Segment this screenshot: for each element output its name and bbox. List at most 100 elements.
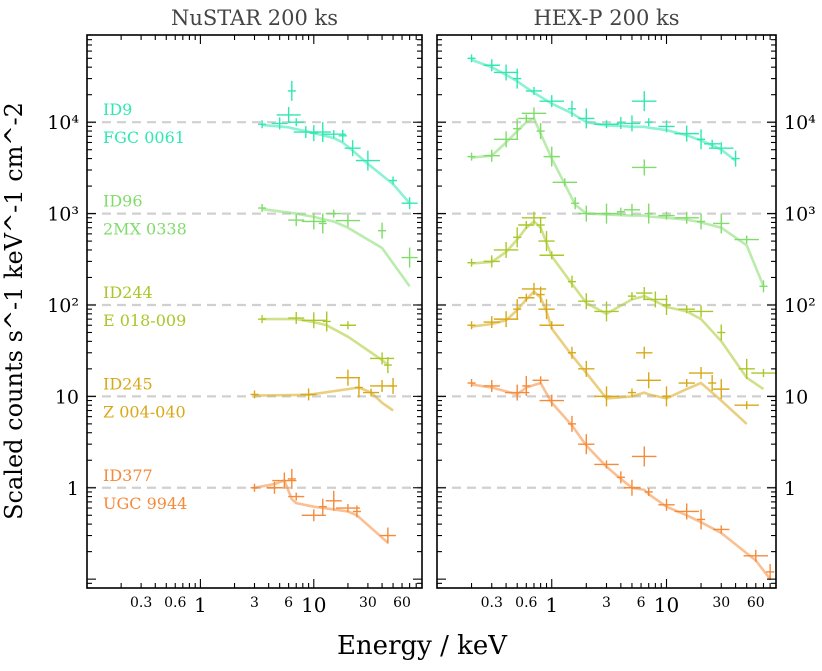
data-point	[335, 504, 360, 513]
data-point	[493, 311, 519, 328]
data-point	[300, 388, 317, 401]
data-point	[567, 346, 577, 359]
data-point	[352, 505, 361, 518]
data-point	[552, 178, 578, 187]
data-point	[623, 115, 641, 132]
data-point	[322, 311, 331, 332]
x-tick-label: 1	[194, 593, 207, 617]
data-point	[518, 293, 535, 302]
data-point	[525, 86, 543, 95]
data-point	[674, 211, 699, 224]
data-point	[521, 282, 547, 295]
x-tick-label: 0.3	[481, 595, 503, 611]
data-point	[314, 122, 331, 143]
data-point	[658, 211, 675, 220]
data-point	[483, 379, 500, 392]
data-point	[662, 294, 671, 315]
data-point	[521, 107, 547, 120]
y-tick-label: 10	[784, 386, 808, 408]
data-point	[539, 251, 564, 260]
data-point	[513, 299, 522, 320]
data-point	[678, 379, 695, 388]
data-point	[378, 222, 387, 239]
data-point	[539, 394, 564, 407]
data-point	[335, 214, 360, 227]
y-tick-label: 10²	[784, 295, 816, 317]
series-name-label: ID9	[103, 100, 132, 119]
data-point	[518, 114, 535, 123]
data-point	[250, 483, 259, 492]
data-point	[636, 346, 653, 359]
data-point	[623, 479, 641, 496]
data-point	[318, 498, 327, 515]
data-point	[522, 375, 531, 396]
data-point	[751, 369, 776, 378]
y-tick-label: 1	[67, 478, 79, 500]
data-point	[567, 275, 577, 288]
data-point	[483, 149, 500, 162]
data-point	[688, 305, 714, 318]
data-point	[467, 152, 476, 161]
data-point	[318, 213, 327, 234]
data-point	[467, 258, 476, 267]
data-point	[623, 203, 641, 216]
data-point	[538, 299, 555, 320]
data-point	[288, 214, 305, 227]
x-tick-label: 6	[637, 595, 646, 611]
data-point	[674, 503, 699, 520]
data-point	[355, 150, 380, 171]
data-point	[538, 231, 555, 252]
data-point	[594, 203, 619, 224]
data-point	[578, 205, 595, 222]
data-point	[709, 142, 734, 155]
model-line-id9	[471, 58, 737, 162]
data-point	[288, 492, 305, 501]
data-point	[536, 217, 545, 234]
data-point	[467, 54, 476, 63]
data-point	[513, 118, 522, 139]
data-point	[536, 286, 545, 303]
data-point	[743, 549, 768, 562]
data-point	[325, 490, 342, 511]
data-point	[594, 460, 619, 469]
data-point	[704, 139, 721, 148]
y-axis-label: Scaled counts s^-1 keV^-1 cm^-2	[0, 102, 28, 520]
data-point	[713, 525, 730, 534]
data-point	[643, 291, 668, 308]
model-line-id9	[262, 123, 411, 205]
data-point	[483, 59, 500, 72]
data-point	[513, 227, 522, 248]
data-point	[658, 498, 675, 511]
data-point	[594, 301, 619, 322]
data-point	[321, 130, 346, 139]
y-tick-label: 10³	[47, 204, 79, 226]
series-name-label: ID244	[103, 283, 153, 302]
x-tick-label: 0.6	[515, 595, 537, 611]
x-axis-label: Energy / keV	[337, 631, 508, 661]
x-tick-label: 3	[602, 595, 611, 611]
data-point	[543, 146, 560, 167]
data-point	[734, 235, 759, 244]
data-point	[389, 176, 398, 185]
data-point	[636, 287, 653, 300]
data-point	[696, 509, 706, 530]
series-source-label: 2MX 0338	[103, 220, 187, 239]
data-point	[713, 213, 730, 234]
series-name-label: ID245	[103, 374, 153, 393]
data-point	[759, 280, 768, 293]
data-point	[338, 129, 347, 142]
data-point	[483, 316, 500, 329]
data-point	[539, 95, 564, 108]
data-point	[571, 197, 580, 210]
data-point	[644, 203, 653, 224]
data-point	[567, 100, 577, 117]
data-point	[258, 204, 267, 213]
data-point	[532, 376, 549, 385]
data-point	[536, 123, 545, 140]
series-source-label: UGC 9944	[103, 494, 187, 513]
data-point	[658, 120, 675, 133]
data-point	[627, 292, 637, 301]
data-point	[688, 367, 714, 380]
y-tick-label: 10²	[47, 295, 79, 317]
